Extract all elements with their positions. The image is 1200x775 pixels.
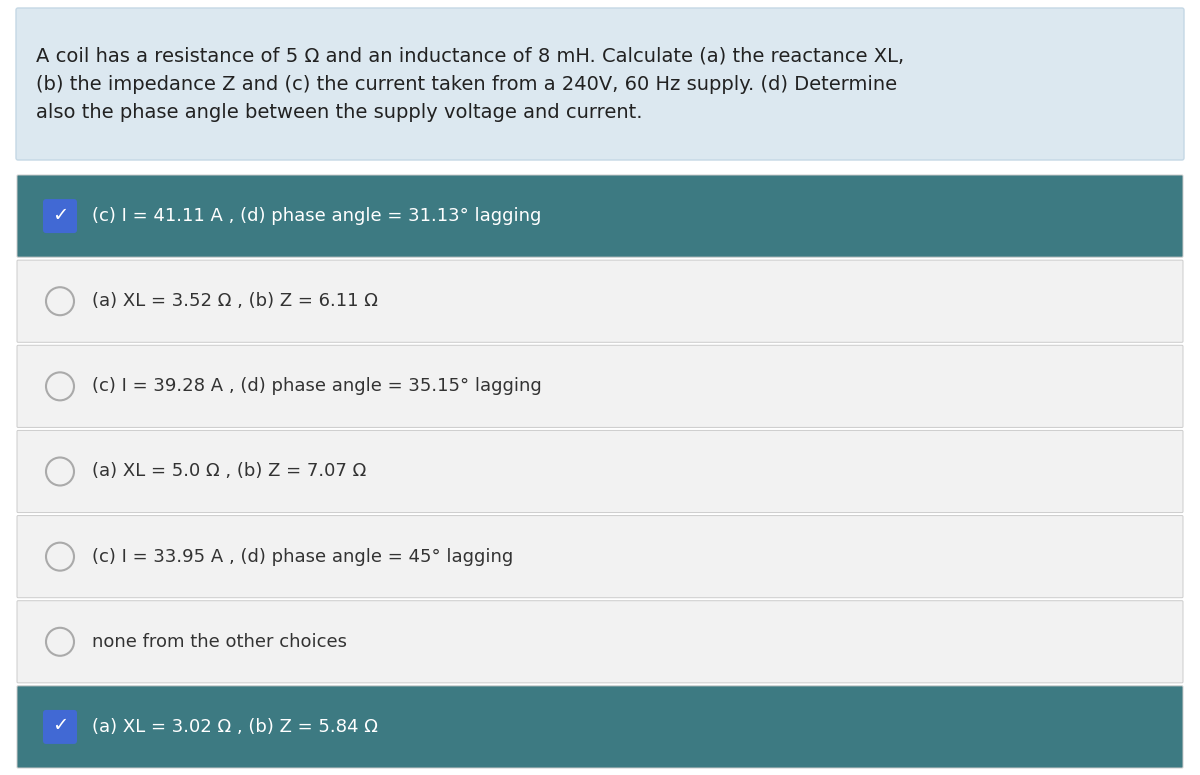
Text: ✓: ✓ xyxy=(52,205,68,225)
Text: none from the other choices: none from the other choices xyxy=(92,632,347,651)
FancyBboxPatch shape xyxy=(43,710,77,744)
Text: (a) XL = 3.02 Ω , (b) Z = 5.84 Ω: (a) XL = 3.02 Ω , (b) Z = 5.84 Ω xyxy=(92,718,378,736)
Text: (a) XL = 3.52 Ω , (b) Z = 6.11 Ω: (a) XL = 3.52 Ω , (b) Z = 6.11 Ω xyxy=(92,292,378,310)
Circle shape xyxy=(46,288,74,315)
FancyBboxPatch shape xyxy=(17,175,1183,257)
Circle shape xyxy=(46,628,74,656)
Text: (a) XL = 5.0 Ω , (b) Z = 7.07 Ω: (a) XL = 5.0 Ω , (b) Z = 7.07 Ω xyxy=(92,463,366,480)
FancyBboxPatch shape xyxy=(17,346,1183,428)
Circle shape xyxy=(46,372,74,401)
Circle shape xyxy=(46,542,74,570)
FancyBboxPatch shape xyxy=(17,260,1183,343)
Text: (c) I = 41.11 A , (d) phase angle = 31.13° lagging: (c) I = 41.11 A , (d) phase angle = 31.1… xyxy=(92,207,541,225)
FancyBboxPatch shape xyxy=(43,199,77,233)
FancyBboxPatch shape xyxy=(16,8,1184,160)
FancyBboxPatch shape xyxy=(17,515,1183,598)
Text: (c) I = 33.95 A , (d) phase angle = 45° lagging: (c) I = 33.95 A , (d) phase angle = 45° … xyxy=(92,548,514,566)
FancyBboxPatch shape xyxy=(17,430,1183,512)
FancyBboxPatch shape xyxy=(17,601,1183,683)
Text: ✓: ✓ xyxy=(52,716,68,735)
FancyBboxPatch shape xyxy=(17,686,1183,768)
Text: (c) I = 39.28 A , (d) phase angle = 35.15° lagging: (c) I = 39.28 A , (d) phase angle = 35.1… xyxy=(92,377,541,395)
Circle shape xyxy=(46,457,74,485)
Text: A coil has a resistance of 5 Ω and an inductance of 8 mH. Calculate (a) the reac: A coil has a resistance of 5 Ω and an in… xyxy=(36,46,904,122)
